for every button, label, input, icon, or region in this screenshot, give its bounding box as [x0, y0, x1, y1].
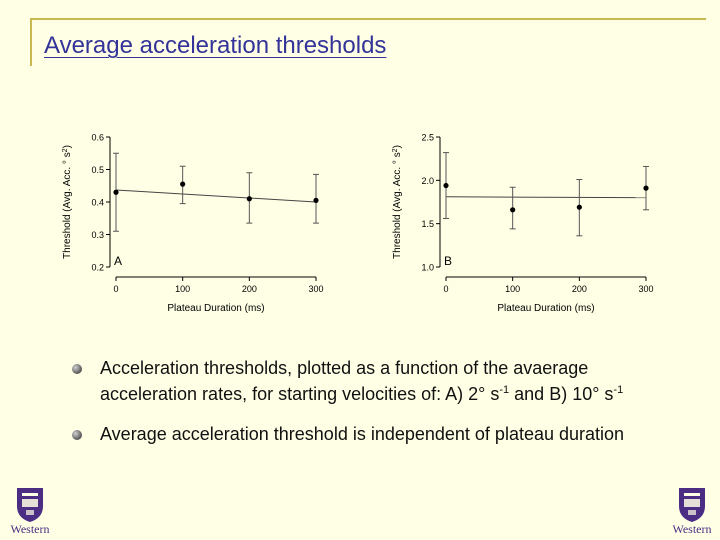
x-tick-label: 300 [638, 284, 653, 294]
data-point [443, 182, 449, 189]
bullet-2-text: Average acceleration threshold is indepe… [100, 424, 625, 444]
data-point [113, 189, 119, 195]
y-tick-label: 0.6 [91, 133, 104, 143]
y-axis-label-end: ) [62, 145, 73, 148]
chart-panel-a: 0.2 0.3 0.4 0.5 0.6 0 100 200 300 Plateau Duratio… [62, 133, 324, 315]
bullet-1-text: Acceleration thresholds, plotted as a fu… [100, 358, 589, 404]
y-axis-label-end: ) [392, 145, 403, 148]
panel-label: A [114, 254, 122, 268]
bullet-1-sup1: -1 [499, 384, 510, 396]
logo-wordmark-right: Western [672, 522, 712, 536]
crest-icon [679, 488, 705, 522]
slide-title: Average acceleration thresholds [44, 32, 387, 59]
x-axis-label: Plateau Duration (ms) [167, 303, 264, 314]
y-axis-label-sup: 2 [62, 148, 69, 152]
chart-panel-b: 1.0 1.5 2.0 2.5 0 100 200 300 Plateau Duration (… [392, 133, 654, 315]
crest-icon [17, 488, 43, 522]
y-axis-label-text: Threshold (Avg. Acc. ° s [392, 152, 403, 259]
x-tick-label: 100 [505, 284, 520, 294]
x-tick-label: 200 [242, 284, 257, 294]
data-point [510, 207, 516, 213]
fit-line [115, 189, 317, 203]
y-axis-label-text: Threshold (Avg. Acc. ° s [62, 152, 73, 259]
y-tick-label: 0.4 [91, 198, 104, 208]
y-tick-label: 2.5 [421, 133, 434, 143]
bullet-list: Acceleration thresholds, plotted as a fu… [72, 355, 682, 461]
data-point [180, 181, 186, 187]
title-frame-top [30, 18, 706, 20]
y-tick-label: 2.0 [421, 176, 434, 186]
data-point [313, 197, 319, 203]
x-tick-label: 0 [443, 284, 448, 294]
bullet-item-1: Acceleration thresholds, plotted as a fu… [72, 355, 682, 407]
x-tick-label: 200 [572, 284, 587, 294]
bullet-item-2: Average acceleration threshold is indepe… [72, 421, 682, 447]
bullet-1-mid: and B) 10° s [509, 384, 614, 404]
y-axis-label: Threshold (Avg. Acc. ° s2) [392, 145, 404, 259]
y-tick-label: 0.5 [91, 165, 104, 175]
fit-line [445, 196, 647, 199]
y-tick-label: 0.3 [91, 230, 104, 240]
panel-label: B [444, 254, 452, 268]
bullet-1-sup2: -1 [613, 384, 624, 396]
y-axis-label: Threshold (Avg. Acc. ° s2) [62, 145, 74, 259]
western-logo-right: Western [662, 484, 720, 536]
logo-wordmark-left: Western [10, 522, 50, 536]
x-tick-label: 0 [113, 284, 118, 294]
y-tick-label: 1.5 [421, 219, 434, 229]
data-point [576, 204, 582, 210]
y-tick-label: 0.2 [91, 263, 104, 273]
x-tick-label: 100 [175, 284, 190, 294]
x-tick-label: 300 [308, 284, 323, 294]
y-axis-label-sup: 2 [392, 148, 399, 152]
y-tick-label: 1.0 [421, 263, 434, 273]
western-logo-left: Western [0, 484, 60, 536]
data-point [643, 185, 649, 191]
title-frame-left [30, 18, 32, 66]
data-point [246, 196, 252, 202]
x-axis-label: Plateau Duration (ms) [497, 303, 594, 314]
